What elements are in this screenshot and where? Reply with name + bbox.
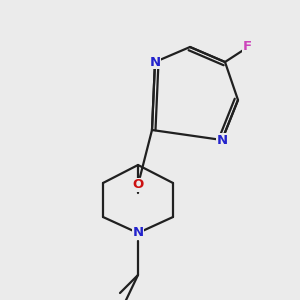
Text: N: N xyxy=(132,226,144,239)
Text: O: O xyxy=(132,178,144,191)
Text: F: F xyxy=(242,40,252,53)
Text: N: N xyxy=(216,134,228,146)
Text: N: N xyxy=(149,56,161,68)
